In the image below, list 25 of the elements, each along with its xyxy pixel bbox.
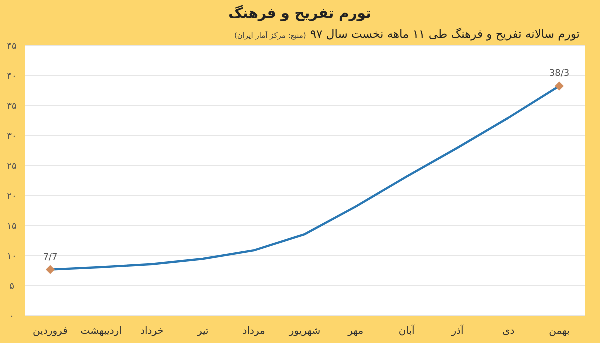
chart-subtitle: تورم سالانه تفریح و فرهنگ طی ۱۱ ماهه نخست سال ۹۷: [310, 27, 580, 41]
x-tick-label: تیر: [196, 326, 210, 337]
x-tick-label: دی: [502, 326, 515, 337]
x-tick-label: بهمن: [549, 326, 570, 337]
x-tick-label: فروردین: [33, 326, 68, 337]
y-tick-label: ۳۵: [7, 102, 17, 112]
x-tick-label: مهر: [347, 326, 364, 337]
y-tick-label: ۴۰: [7, 72, 17, 82]
y-tick-label: ۵: [10, 282, 15, 292]
chart-title: تورم تفریح و فرهنگ: [228, 5, 372, 22]
data-label: 7/7: [43, 252, 58, 263]
x-tick-label: آبان: [398, 324, 416, 337]
y-tick-label: ۲۵: [7, 162, 17, 172]
x-tick-label: آذر: [450, 324, 465, 337]
x-tick-label: مرداد: [242, 326, 266, 337]
data-label: 38/3: [549, 69, 570, 80]
x-tick-label: اردیبهشت: [80, 326, 122, 337]
y-tick-label: ۲۰: [7, 192, 17, 202]
y-tick-label: ۰: [10, 312, 14, 322]
y-tick-label: ۱۰: [7, 252, 17, 262]
y-tick-label: ۴۵: [7, 42, 17, 52]
y-tick-label: ۳۰: [7, 132, 17, 142]
x-tick-label: خرداد: [140, 326, 164, 337]
x-tick-label: شهریور: [288, 326, 321, 337]
y-tick-label: ۱۵: [7, 222, 17, 232]
